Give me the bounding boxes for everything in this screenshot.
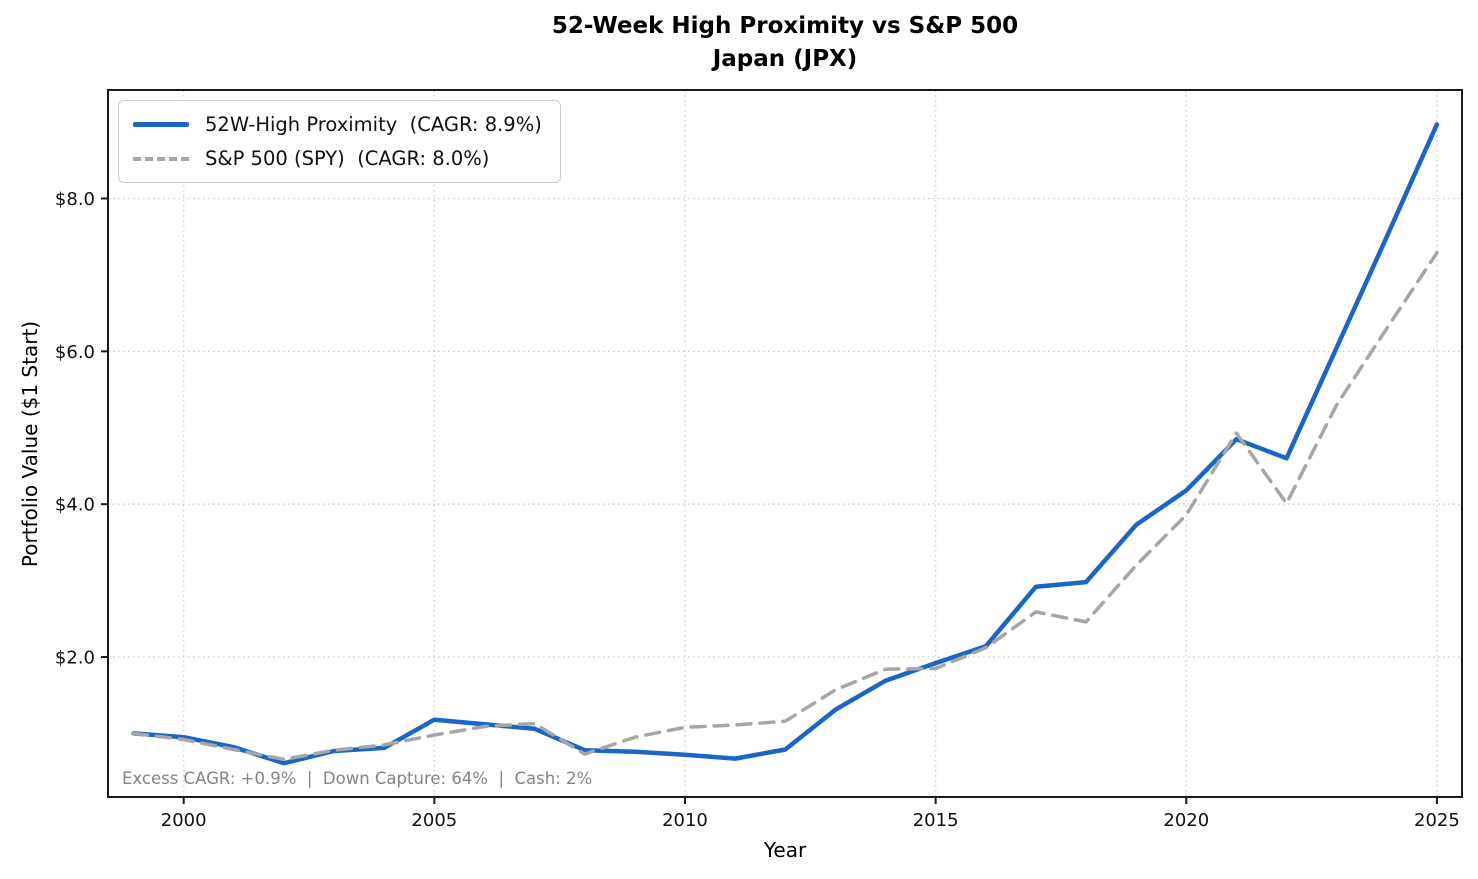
strategy-line-swatch [133,122,189,127]
x-tick-label: 2010 [662,810,708,831]
legend-item-strategy: 52W-High Proximity (CAGR: 8.9%) [133,113,542,136]
benchmark-series-line [131,251,1439,762]
x-axis-label: Year [763,838,807,862]
strategy-series-line [131,122,1440,766]
x-tick-label: 2000 [161,810,207,831]
y-tick-label: $4.0 [55,495,95,516]
stats-annotation: Excess CAGR: +0.9% | Down Capture: 64% |… [122,769,593,788]
legend-label-benchmark: S&P 500 (SPY) (CAGR: 8.0%) [205,147,490,170]
axes-spines [107,89,1463,798]
legend-item-benchmark: S&P 500 (SPY) (CAGR: 8.0%) [133,147,542,170]
chart-title-line1: 52-Week High Proximity vs S&P 500 [551,13,1019,39]
chart-title: 52-Week High Proximity vs S&P 500 Japan … [108,10,1462,76]
x-tick-label: 2015 [913,810,959,831]
x-tick-label: 2025 [1414,810,1460,831]
y-tick-label: $8.0 [55,189,95,210]
x-tick-label: 2005 [411,810,457,831]
x-tick-label: 2020 [1163,810,1209,831]
legend-label-strategy: 52W-High Proximity (CAGR: 8.9%) [205,113,542,136]
y-tick-label: $2.0 [55,648,95,669]
chart-title-line2: Japan (JPX) [712,46,858,72]
benchmark-line-swatch [133,156,189,161]
legend: 52W-High Proximity (CAGR: 8.9%) S&P 500 … [118,100,561,183]
y-tick-label: $6.0 [55,342,95,363]
